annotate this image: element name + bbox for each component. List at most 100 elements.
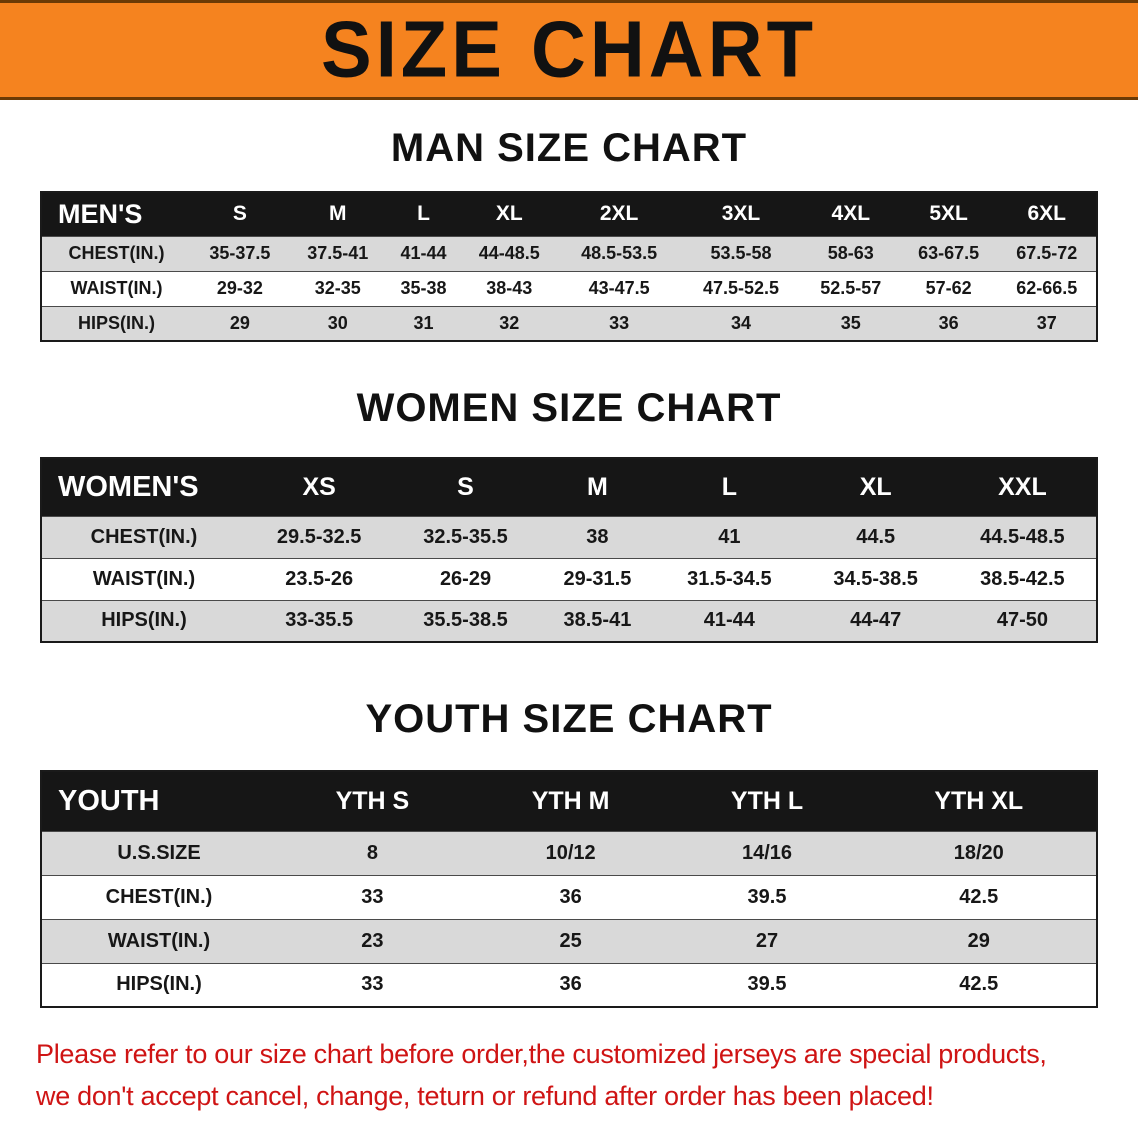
measurement-value: 43-47.5 <box>588 278 650 298</box>
table-title-cell: WOMEN'S <box>58 470 199 503</box>
size-header-cell: 5XL <box>929 202 968 226</box>
size-header-cell: 6XL <box>1027 202 1067 226</box>
measurement-row: U.S.SIZE 8 10/12 14/16 18/20 <box>41 831 1097 875</box>
measurement-value: 34 <box>730 312 751 333</box>
measurement-value: 29-31.5 <box>563 567 632 590</box>
size-header-cell: 3XL <box>721 202 761 226</box>
measurement-label: HIPS(IN.) <box>116 973 202 996</box>
banner-title: SIZE CHART <box>321 4 817 95</box>
footer-notice: Please refer to our size chart before or… <box>36 1034 1102 1118</box>
measurement-value: 38.5-41 <box>563 609 632 632</box>
size-header-cell: 4XL <box>831 202 871 226</box>
measurement-value: 63-67.5 <box>918 243 980 263</box>
size-header-cell: XL <box>859 472 892 501</box>
measurement-value: 36 <box>559 973 582 996</box>
size-header-cell: M <box>328 202 347 226</box>
measurement-value: 29.5-32.5 <box>276 525 362 548</box>
size-header-cell: S <box>457 472 474 501</box>
man-size-chart-section: MAN SIZE CHART MEN'S S M L XL 2XL 3XL 4XL 5XL 6XL… <box>0 126 1138 342</box>
women-size-table: WOMEN'S XS S M L XL XXL CHEST(IN.) 29.5-32.5 32.5… <box>40 457 1098 643</box>
size-header-cell: YTH L <box>730 786 804 815</box>
measurement-value: 33 <box>361 885 384 908</box>
measurement-row: WAIST(IN.) 23 25 27 29 <box>41 919 1097 963</box>
table-header-row: MEN'S S M L XL 2XL 3XL 4XL 5XL 6XL <box>41 192 1097 236</box>
measurement-value: 23.5-26 <box>285 567 354 590</box>
measurement-value: 41-44 <box>400 243 447 263</box>
measurement-value: 32.5-35.5 <box>423 525 508 548</box>
measurement-value: 44.5 <box>856 525 896 548</box>
measurement-value: 36 <box>559 885 582 908</box>
measurement-label: CHEST(IN.) <box>90 525 198 548</box>
measurement-value: 47.5-52.5 <box>702 278 779 298</box>
measurement-value: 33-35.5 <box>285 609 354 632</box>
measurement-row: WAIST(IN.) 29-32 32-35 35-38 38-43 43-47.5 47.… <box>41 271 1097 306</box>
measurement-value: 8 <box>366 841 378 864</box>
measurement-value: 10/12 <box>545 841 596 864</box>
measurement-label: CHEST(IN.) <box>105 885 213 908</box>
measurement-value: 38 <box>586 525 609 548</box>
measurement-value: 44.5-48.5 <box>980 525 1065 548</box>
measurement-row: CHEST(IN.) 35-37.5 37.5-41 41-44 44-48.5 48.5… <box>41 236 1097 271</box>
measurement-label: WAIST(IN.) <box>92 567 196 590</box>
measurement-value: 48.5-53.5 <box>581 243 658 263</box>
youth-size-chart-section: YOUTH SIZE CHART YOUTH YTH S YTH M YTH L YTH… <box>0 697 1138 1008</box>
measurement-row: HIPS(IN.) 33-35.5 35.5-38.5 38.5-41 41-44 44-… <box>41 600 1097 642</box>
measurement-value: 35-38 <box>400 278 447 298</box>
size-header-cell: 2XL <box>599 202 639 226</box>
measurement-value: 25 <box>559 929 582 952</box>
measurement-row: CHEST(IN.) 29.5-32.5 32.5-35.5 38 41 44.5 44.5… <box>41 516 1097 558</box>
measurement-label: CHEST(IN.) <box>68 243 165 263</box>
measurement-label: HIPS(IN.) <box>101 609 187 632</box>
measurement-value: 29-32 <box>216 278 263 298</box>
measurement-value: 31 <box>413 312 434 333</box>
measurement-value: 42.5 <box>959 973 999 996</box>
measurement-value: 62-66.5 <box>1016 278 1078 298</box>
size-header-cell: S <box>232 202 247 226</box>
measurement-value: 26-29 <box>439 567 492 590</box>
measurement-value: 34.5-38.5 <box>833 567 918 590</box>
table-header-row: WOMEN'S XS S M L XL XXL <box>41 458 1097 516</box>
banner: SIZE CHART <box>0 0 1138 100</box>
measurement-value: 29 <box>229 312 250 333</box>
measurement-value: 44-48.5 <box>478 243 540 263</box>
measurement-row: HIPS(IN.) 33 36 39.5 42.5 <box>41 963 1097 1007</box>
measurement-value: 39.5 <box>747 973 787 996</box>
measurement-value: 33 <box>609 312 630 333</box>
size-header-cell: XL <box>495 202 523 226</box>
measurement-value: 67.5-72 <box>1016 243 1078 263</box>
size-header-cell: XXL <box>998 472 1047 501</box>
measurement-value: 14/16 <box>741 841 793 864</box>
measurement-value: 39.5 <box>747 885 787 908</box>
measurement-row: CHEST(IN.) 33 36 39.5 42.5 <box>41 875 1097 919</box>
size-header-cell: M <box>587 472 608 501</box>
youth-size-chart-title: YOUTH SIZE CHART <box>365 697 773 741</box>
measurement-value: 23 <box>361 929 384 952</box>
man-size-table: MEN'S S M L XL 2XL 3XL 4XL 5XL 6XL CHEST(IN.) 35-37… <box>40 191 1098 342</box>
man-size-chart-title: MAN SIZE CHART <box>390 126 748 170</box>
measurement-value: 38.5-42.5 <box>980 567 1065 590</box>
measurement-label: U.S.SIZE <box>117 841 201 864</box>
measurement-value: 32 <box>499 312 520 333</box>
measurement-value: 58-63 <box>827 243 874 263</box>
measurement-value: 31.5-34.5 <box>687 567 772 590</box>
notice-line-2: we don't accept cancel, change, teturn o… <box>36 1080 934 1111</box>
table-title-cell: MEN'S <box>58 198 143 229</box>
measurement-row: HIPS(IN.) 29 30 31 32 33 34 35 36 37 <box>41 306 1097 341</box>
size-header-cell: YTH XL <box>934 786 1024 815</box>
measurement-row: WAIST(IN.) 23.5-26 26-29 29-31.5 31.5-34.5 34… <box>41 558 1097 600</box>
measurement-label: WAIST(IN.) <box>107 929 211 952</box>
measurement-value: 44-47 <box>850 609 902 632</box>
size-header-cell: L <box>417 202 430 226</box>
measurement-value: 52.5-57 <box>820 278 882 298</box>
measurement-label: WAIST(IN.) <box>70 278 163 298</box>
measurement-value: 57-62 <box>925 278 972 298</box>
measurement-value: 35 <box>840 312 861 333</box>
notice-line-1: Please refer to our size chart before or… <box>36 1039 1047 1069</box>
measurement-value: 38-43 <box>486 278 533 298</box>
measurement-value: 53.5-58 <box>710 243 772 263</box>
measurement-value: 37 <box>1036 312 1057 333</box>
size-header-cell: YTH S <box>335 786 410 815</box>
measurement-value: 41 <box>718 525 741 548</box>
women-size-chart-title: WOMEN SIZE CHART <box>356 386 782 430</box>
